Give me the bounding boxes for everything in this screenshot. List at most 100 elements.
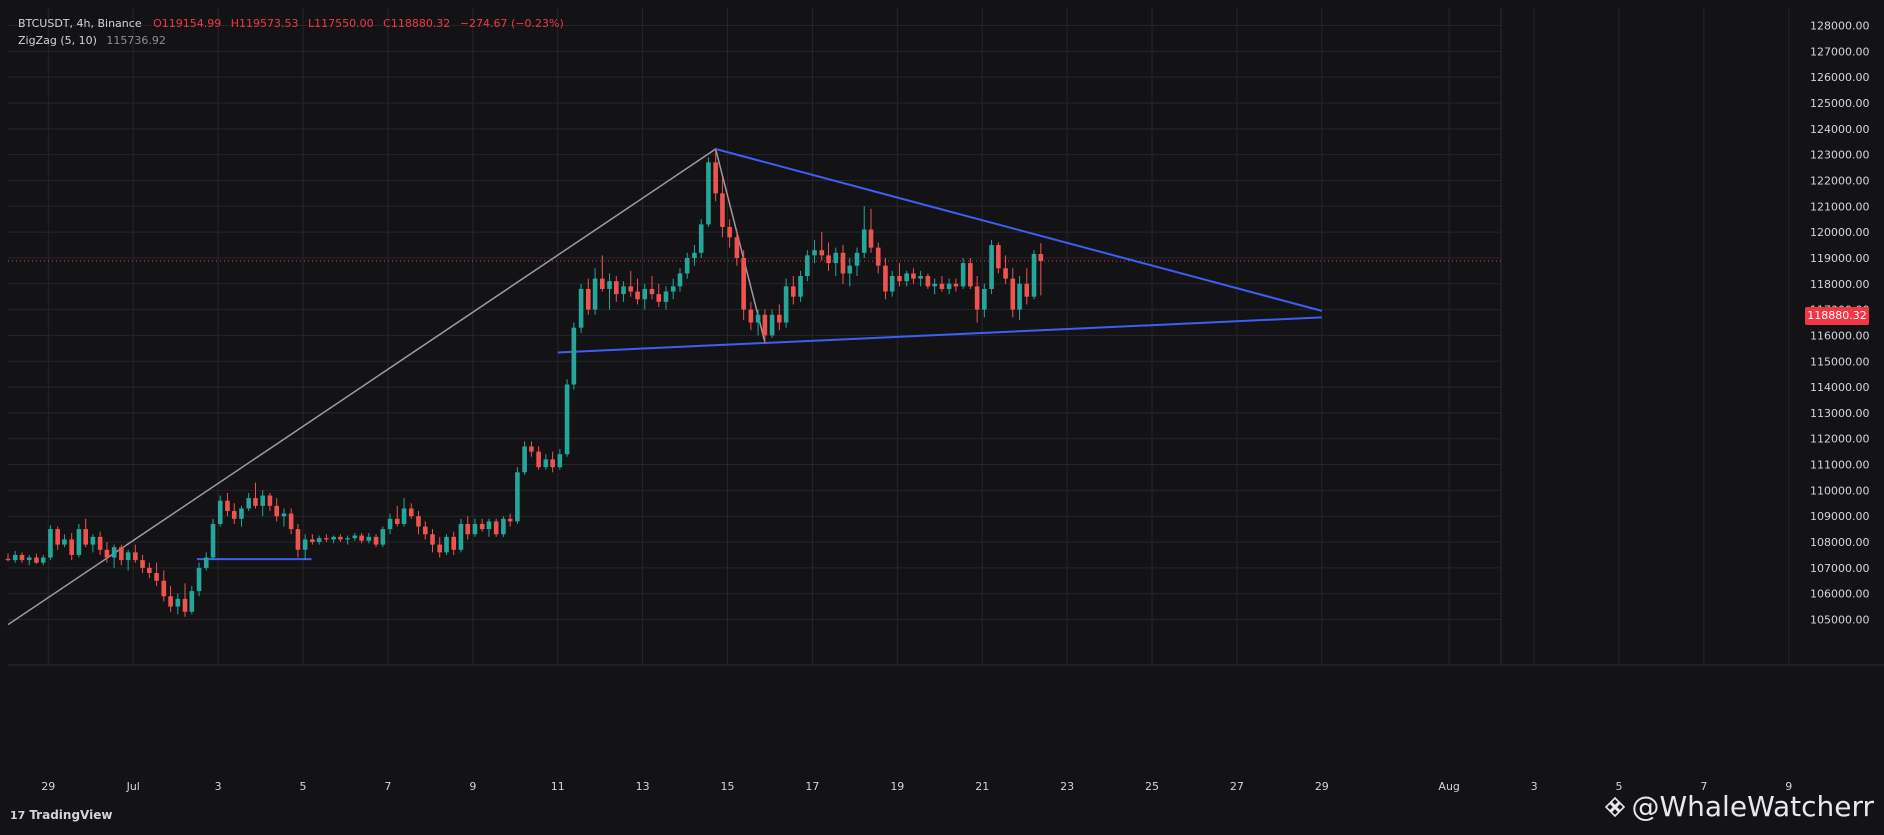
y-tick-label: 112000.00: [1810, 433, 1870, 446]
candle-body: [713, 162, 718, 194]
candle-body: [479, 523, 485, 530]
x-tick-label: 7: [1700, 780, 1707, 793]
candle-body: [698, 224, 704, 253]
candle-body: [592, 278, 598, 310]
candle-body: [40, 557, 46, 563]
candle-body: [48, 529, 53, 558]
candle-body: [621, 286, 626, 295]
candle-body: [571, 327, 577, 385]
candle-body: [401, 508, 407, 524]
candle-body: [564, 384, 570, 455]
candle-body: [458, 523, 464, 550]
candle-body: [989, 245, 994, 289]
candle-body: [805, 255, 810, 277]
y-tick-label: 121000.00: [1810, 200, 1870, 213]
indicator-legend[interactable]: ZigZag (5, 10) 115736.92: [18, 34, 166, 47]
candle-body: [324, 538, 329, 540]
candle-body: [5, 558, 11, 561]
candle-body: [281, 513, 287, 517]
candle-body: [62, 539, 67, 545]
candle-body: [663, 291, 669, 302]
candle-body: [769, 314, 775, 336]
candle-body: [692, 252, 697, 258]
candle-body: [798, 276, 803, 297]
y-tick-label: 105000.00: [1810, 614, 1870, 627]
candle-body: [840, 252, 846, 274]
candle-body: [889, 276, 895, 292]
candle-body: [529, 446, 534, 452]
candle-body: [366, 536, 372, 541]
candle-body: [210, 523, 216, 558]
candle-body: [444, 536, 449, 553]
candle-body: [373, 536, 379, 545]
tradingview-logo[interactable]: 17 TradingView: [10, 808, 112, 822]
candle-body: [854, 252, 860, 266]
candle-body: [783, 286, 789, 323]
candle-body: [1010, 278, 1016, 310]
candle-body: [727, 226, 732, 238]
candle-body: [34, 557, 39, 563]
candle-body: [465, 523, 471, 535]
candle-body: [670, 286, 676, 292]
candle-body: [628, 286, 634, 292]
candle-body: [430, 534, 435, 545]
x-tick-label: 11: [551, 780, 565, 793]
candle-body: [706, 162, 711, 225]
x-tick-label: 9: [1785, 780, 1792, 793]
x-tick-label: 3: [1531, 780, 1538, 793]
candle-body: [925, 276, 931, 287]
candle-body: [76, 529, 82, 555]
candle-body: [310, 539, 315, 543]
candle-body: [90, 536, 96, 545]
change-value: −274.67 (−0.23%): [459, 17, 564, 30]
candle-body: [380, 529, 386, 545]
tradingview-logo-icon: 17: [10, 808, 26, 822]
candle-body: [861, 229, 867, 253]
candle-body: [911, 273, 916, 279]
close-value: C118880.32: [383, 17, 451, 30]
candle-body: [97, 536, 103, 550]
indicator-name: ZigZag (5, 10): [18, 34, 97, 47]
x-tick-label: 23: [1060, 780, 1074, 793]
candle-body: [316, 538, 322, 543]
candle-body: [819, 250, 825, 256]
symbol-legend[interactable]: BTCUSDT, 4h, Binance O119154.99 H119573.…: [18, 17, 570, 30]
candle-body: [550, 459, 555, 468]
candle-body: [260, 495, 265, 506]
candle-body: [833, 252, 839, 264]
high-value: H119573.53: [230, 17, 299, 30]
grid: [8, 8, 1790, 665]
y-tick-label: 127000.00: [1810, 45, 1870, 58]
candle-body: [104, 549, 110, 558]
candle-body: [295, 529, 301, 550]
candle-body: [960, 263, 966, 287]
candle-body: [133, 552, 138, 561]
candle-body: [826, 255, 831, 264]
candle-body: [394, 518, 400, 524]
candle-body: [338, 536, 343, 540]
tradingview-brand-label: TradingView: [29, 808, 113, 822]
candle-body: [932, 283, 937, 287]
candle-body: [953, 283, 959, 287]
y-tick-label: 125000.00: [1810, 97, 1870, 110]
x-tick-label: 25: [1145, 780, 1159, 793]
y-tick-label: 111000.00: [1810, 459, 1870, 472]
candle-body: [493, 521, 499, 535]
candle-body: [140, 560, 145, 568]
candle-body: [812, 250, 817, 256]
candle-body: [543, 459, 549, 468]
open-value: O119154.99: [153, 17, 222, 30]
x-tick-label: 3: [215, 780, 222, 793]
candle-body: [225, 500, 230, 512]
x-tick-label: 5: [300, 780, 307, 793]
candle-body: [196, 567, 202, 592]
y-tick-label: 122000.00: [1810, 174, 1870, 187]
candle-body: [1024, 283, 1030, 297]
candle-body: [217, 500, 223, 524]
candle-body: [883, 265, 888, 292]
x-tick-label: 21: [975, 780, 989, 793]
candle-body: [267, 495, 273, 506]
candle-body: [720, 193, 725, 227]
candle-body: [557, 454, 563, 468]
